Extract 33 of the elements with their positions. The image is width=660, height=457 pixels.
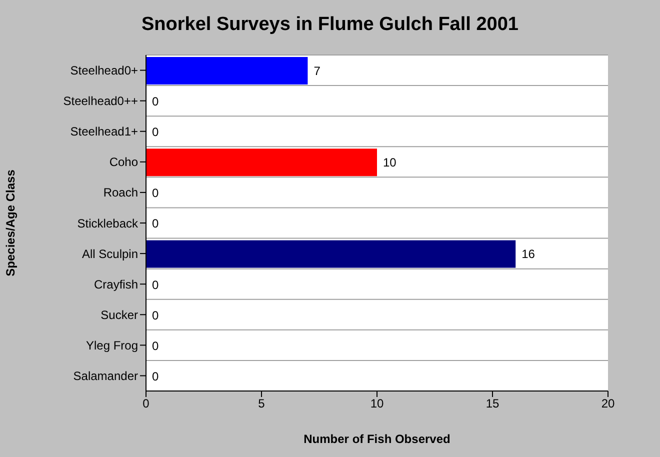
- y-tick-label: Steelhead0++: [63, 94, 138, 108]
- x-tick-label: 15: [486, 396, 500, 411]
- data-label: 0: [152, 369, 159, 384]
- bar: [146, 148, 377, 176]
- x-tick-label: 20: [601, 396, 615, 411]
- x-tick-label: 5: [258, 396, 266, 411]
- bar: [146, 57, 308, 84]
- y-tick-label: Roach: [103, 186, 138, 200]
- data-label: 0: [152, 338, 159, 353]
- y-tick-label: Crayfish: [94, 277, 138, 292]
- data-label: 16: [522, 247, 536, 262]
- y-tick-label: Steelhead0+: [70, 64, 138, 78]
- data-label: 0: [152, 278, 159, 292]
- y-tick-label: Yleg Frog: [86, 338, 138, 352]
- y-tick-label: Sucker: [100, 308, 138, 322]
- data-label: 0: [152, 216, 159, 231]
- data-label: 10: [383, 156, 397, 170]
- data-label: 0: [152, 94, 159, 108]
- y-tick-label: Coho: [109, 155, 138, 170]
- data-label: 7: [314, 64, 321, 78]
- chart-title: Snorkel Surveys in Flume Gulch Fall 2001: [140, 14, 520, 36]
- y-axis-title: Species/Age Class: [3, 169, 18, 276]
- y-tick-label: Stickleback: [77, 216, 139, 230]
- y-tick-label: All Sculpin: [82, 246, 138, 261]
- data-label: 0: [152, 308, 159, 322]
- x-tick-label: 0: [142, 396, 150, 411]
- x-axis-title: Number of Fish Observed: [304, 432, 450, 446]
- x-tick-label: 10: [370, 396, 384, 411]
- y-tick-label: Steelhead1+: [70, 124, 138, 139]
- bar: [146, 240, 516, 268]
- data-label: 0: [152, 125, 159, 140]
- y-tick-label: Salamander: [73, 368, 138, 383]
- data-label: 0: [152, 186, 159, 200]
